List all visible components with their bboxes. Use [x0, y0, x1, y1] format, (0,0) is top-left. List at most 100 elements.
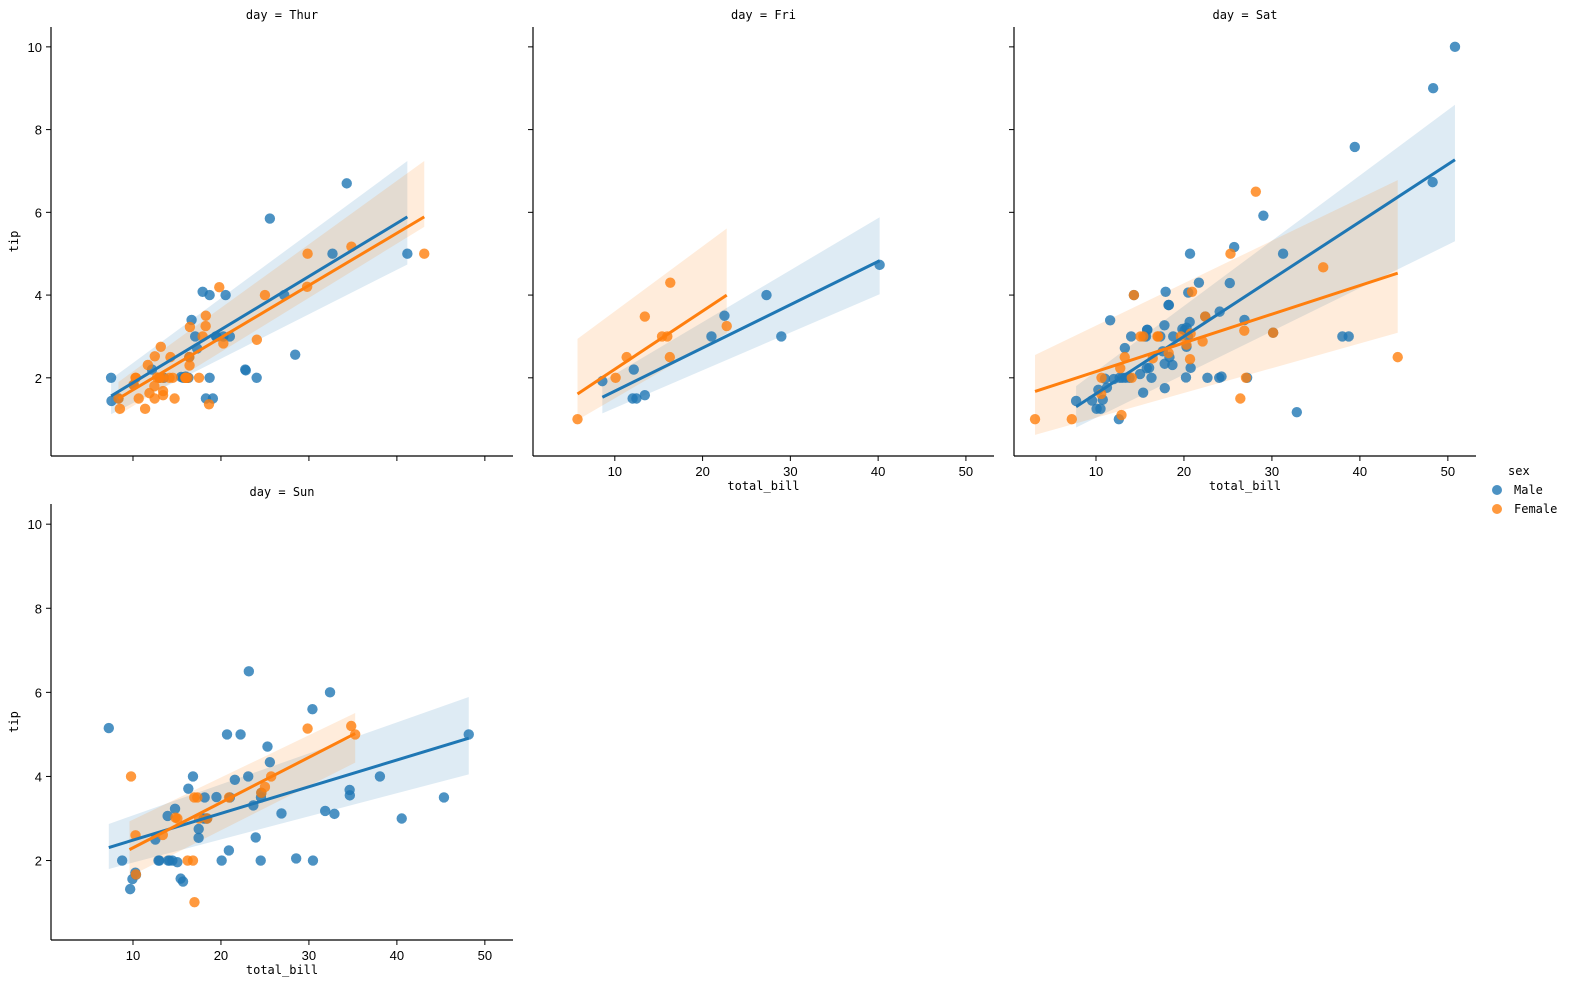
data-point-female	[1152, 331, 1164, 342]
data-point-female	[1096, 372, 1107, 384]
data-point-female	[639, 311, 651, 322]
data-point-male	[264, 756, 276, 768]
data-point-male	[463, 729, 474, 740]
data-point-male	[289, 349, 301, 360]
facet-panel-thur: day = Thur 2 4 6 8 10 tip	[7, 8, 513, 461]
legend-label-male: Male	[1514, 483, 1543, 497]
data-point-male	[221, 729, 233, 740]
data-point-male	[1427, 176, 1438, 188]
data-point-female	[133, 393, 144, 404]
data-point-male	[162, 810, 173, 822]
data-point-female	[1318, 262, 1329, 273]
data-point-male	[639, 389, 651, 401]
y-tick-label: 4	[35, 288, 42, 303]
data-point-male	[324, 687, 336, 698]
y-tick-label: 10	[28, 517, 42, 532]
y-tick-label: 2	[35, 854, 42, 869]
data-point-female	[721, 320, 732, 332]
data-point-male	[1159, 320, 1170, 331]
data-point-male	[307, 855, 319, 866]
ci-band-female	[1035, 180, 1398, 435]
data-point-female	[203, 399, 215, 410]
data-point-female	[1267, 327, 1279, 338]
regression-line-male	[601, 259, 881, 399]
data-point-female	[172, 813, 183, 824]
x-tick-label: 20	[214, 948, 228, 963]
data-point-female	[189, 792, 200, 803]
data-point-male	[251, 372, 262, 384]
data-point-female	[610, 372, 621, 384]
data-point-male	[1277, 248, 1289, 259]
legend-marker-female	[1492, 504, 1502, 514]
data-point-male	[1349, 141, 1360, 153]
data-point-male	[187, 771, 199, 782]
data-point-male	[193, 832, 204, 844]
data-point-female	[142, 359, 154, 371]
data-point-female	[664, 351, 676, 363]
data-point-male	[250, 832, 261, 843]
x-tick-label: 10	[608, 464, 622, 479]
data-point-male	[103, 722, 114, 734]
data-point-male	[438, 792, 450, 803]
data-point-female	[200, 310, 212, 321]
data-point-female	[1116, 409, 1127, 421]
legend-label-female: Female	[1514, 502, 1557, 516]
data-point-female	[157, 389, 169, 401]
data-point-female	[1186, 286, 1198, 297]
data-point-male	[1163, 299, 1174, 311]
x-tick-label: 30	[1265, 464, 1279, 479]
data-point-male	[204, 372, 215, 384]
data-point-male	[1291, 406, 1303, 418]
data-point-female	[193, 372, 205, 384]
data-point-male	[1137, 387, 1149, 398]
x-tick-label: 20	[1177, 464, 1191, 479]
data-point-male	[220, 289, 231, 301]
data-point-male	[329, 808, 340, 820]
y-tick-label: 4	[35, 769, 42, 784]
data-point-female	[1128, 289, 1140, 301]
x-tick-label: 10	[126, 948, 140, 963]
data-point-female	[214, 282, 225, 293]
data-point-female	[572, 413, 583, 425]
y-tick-label: 10	[28, 40, 42, 55]
data-point-male	[167, 855, 178, 866]
data-point-male	[1160, 286, 1171, 297]
regression-line-female	[576, 293, 728, 396]
data-point-male	[183, 783, 194, 794]
data-point-male	[344, 790, 356, 801]
data-point-male	[761, 289, 772, 301]
data-point-male	[1159, 382, 1170, 394]
data-point-female	[130, 869, 142, 880]
data-point-female	[189, 896, 200, 908]
data-point-female	[1119, 351, 1130, 363]
regression-line-female	[128, 732, 356, 851]
data-point-male	[264, 213, 276, 224]
data-point-male	[1104, 315, 1116, 326]
data-point-male	[396, 813, 407, 824]
data-point-female	[125, 771, 137, 782]
data-point-male	[1258, 210, 1269, 221]
data-point-male	[631, 393, 642, 404]
data-point-male	[1180, 372, 1192, 383]
facet-panels: day = Thur 2 4 6 8 10 tip day = Fri 10 20 30 40 50 to…	[7, 8, 1476, 977]
data-point-male	[1119, 342, 1131, 354]
data-point-female	[346, 720, 357, 732]
data-point-male	[243, 771, 254, 782]
data-point-male	[1134, 368, 1146, 380]
data-point-female	[1066, 413, 1077, 425]
data-point-male	[402, 248, 413, 259]
data-point-male	[116, 855, 128, 866]
data-point-male	[1427, 83, 1439, 94]
data-point-female	[155, 341, 166, 352]
data-point-male	[1143, 362, 1155, 374]
data-point-male	[341, 178, 352, 189]
y-tick-label: 2	[35, 371, 42, 386]
data-point-female	[114, 403, 126, 415]
data-point-female	[1163, 347, 1174, 359]
data-point-male	[216, 855, 227, 866]
y-tick-label: 6	[35, 685, 42, 700]
data-point-male	[235, 729, 246, 740]
ci-band-female	[577, 228, 727, 421]
data-point-female	[200, 320, 211, 332]
